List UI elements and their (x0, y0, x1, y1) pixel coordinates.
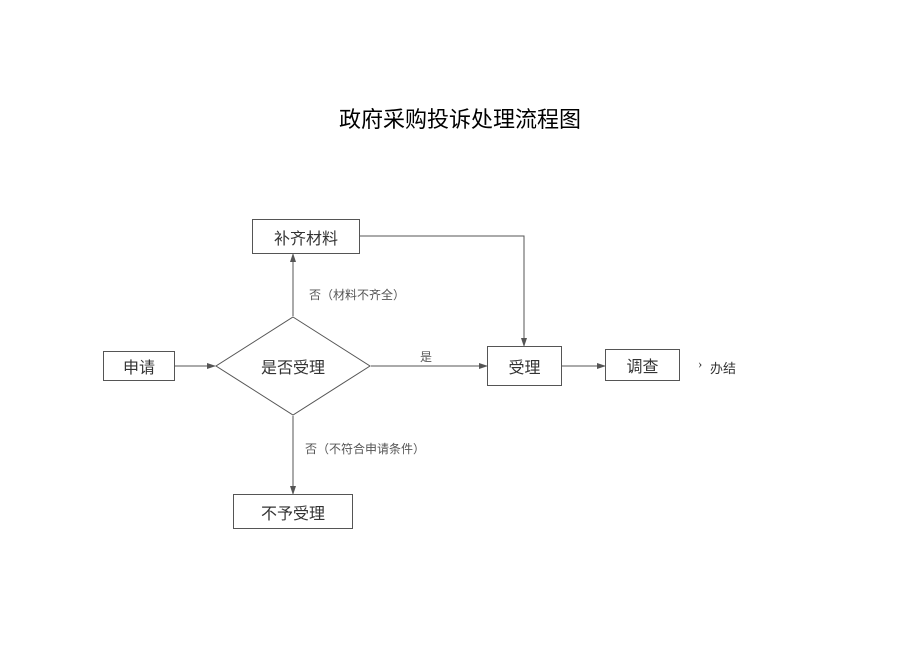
flowchart-container: 申请 补齐材料 是否受理 不予受理 受理 调查 办结 › 否（材料不齐全） 是 … (0, 0, 920, 651)
node-rejected: 不予受理 (233, 494, 353, 529)
node-marker-label: › (698, 356, 702, 372)
node-supplement-label: 补齐材料 (274, 225, 338, 249)
node-complete: 办结 (710, 359, 750, 375)
node-apply: 申请 (103, 351, 175, 381)
node-decision-label: 是否受理 (261, 354, 325, 378)
edges-svg (0, 0, 920, 651)
edge-label-down: 否（不符合申请条件） (305, 440, 425, 457)
edge-label-right: 是 (420, 348, 432, 365)
node-apply-label: 申请 (123, 354, 155, 378)
node-investigate: 调查 (605, 349, 680, 381)
node-decision: 是否受理 (215, 316, 371, 416)
node-supplement: 补齐材料 (252, 219, 360, 254)
node-marker: › (698, 356, 708, 372)
node-investigate-label: 调查 (626, 353, 658, 377)
node-accept-label: 受理 (508, 354, 540, 378)
edge-label-up: 否（材料不齐全） (309, 286, 405, 303)
node-rejected-label: 不予受理 (261, 500, 325, 524)
node-complete-label: 办结 (710, 358, 736, 377)
node-accept: 受理 (487, 346, 562, 386)
